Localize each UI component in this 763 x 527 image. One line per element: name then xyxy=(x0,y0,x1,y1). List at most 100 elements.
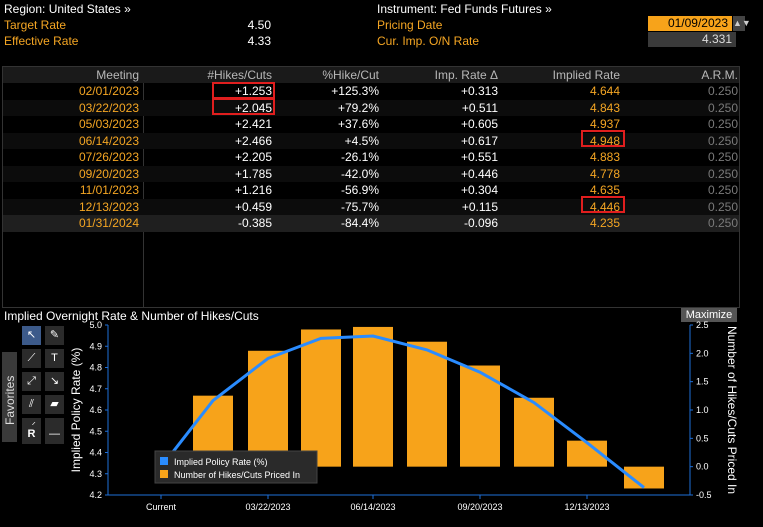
region-selector[interactable]: Region: United States » xyxy=(4,2,131,16)
table-row[interactable]: 09/20/2023 +1.785 -42.0% +0.446 4.778 0.250 xyxy=(3,165,739,182)
bar xyxy=(301,329,341,467)
pct-cell: -56.9% xyxy=(340,183,379,197)
bar xyxy=(407,341,447,467)
arm-cell: 0.250 xyxy=(707,166,738,181)
table-row[interactable]: 05/03/2023 +2.421 +37.6% +0.605 4.937 0.250 xyxy=(3,116,739,133)
pct-cell: +37.6% xyxy=(337,117,379,131)
y-tick-label: 5.0 xyxy=(89,320,102,330)
instrument-selector[interactable]: Instrument: Fed Funds Futures » xyxy=(377,2,552,16)
x-tick-label: 03/22/2023 xyxy=(245,502,290,512)
pointer-icon[interactable]: ↖ xyxy=(22,326,41,345)
arrow-icon[interactable]: ↘ xyxy=(45,372,64,391)
hikes-cell: +2.466 xyxy=(234,133,272,148)
pct-cell: -75.7% xyxy=(340,199,379,214)
table-row[interactable]: 01/31/2024 -0.385 -84.4% -0.096 4.235 0.250 xyxy=(3,215,739,232)
y-tick-label: 4.4 xyxy=(89,448,102,458)
meeting-cell: 03/22/2023 xyxy=(78,100,139,115)
meeting-cell: 05/03/2023 xyxy=(78,117,139,131)
bar xyxy=(353,326,393,467)
arm-cell: 0.250 xyxy=(707,150,738,164)
implied-cell: 4.644 xyxy=(589,84,620,98)
hikes-cell: +1.216 xyxy=(234,183,272,197)
date-spinner-icon[interactable]: ▲▼ xyxy=(733,16,751,31)
meeting-table: Meeting #Hikes/Cuts %Hike/Cut Imp. Rate … xyxy=(2,66,740,308)
trend-line-icon[interactable]: ⤢ xyxy=(22,372,41,391)
arm-cell: 0.250 xyxy=(707,100,738,115)
cur-imp-label: Cur. Imp. O/N Rate xyxy=(377,34,480,48)
table-header: Meeting #Hikes/Cuts %Hike/Cut Imp. Rate … xyxy=(3,67,739,83)
col-meeting[interactable]: Meeting xyxy=(96,68,139,82)
favorites-tab[interactable]: Favorites xyxy=(2,352,17,442)
delta-cell: +0.617 xyxy=(460,133,498,148)
y-tick-label: 4.3 xyxy=(89,469,102,479)
y-tick-label: 4.7 xyxy=(89,384,102,394)
arm-cell: 0.250 xyxy=(707,84,738,98)
highlight-box xyxy=(212,82,275,99)
meeting-cell: 06/14/2023 xyxy=(78,133,139,148)
y-tick-label: 4.5 xyxy=(89,426,102,436)
meeting-cell: 01/31/2024 xyxy=(78,216,139,230)
x-tick-label: 06/14/2023 xyxy=(350,502,395,512)
col-hikes[interactable]: #Hikes/Cuts xyxy=(207,68,272,82)
y2-tick-label: 1.5 xyxy=(696,377,709,387)
pct-cell: +4.5% xyxy=(344,133,379,148)
delta-cell: +0.446 xyxy=(460,166,498,181)
hikes-cell: +1.253 xyxy=(234,84,272,98)
bar xyxy=(460,365,500,467)
chart-title: Implied Overnight Rate & Number of Hikes… xyxy=(4,309,259,323)
implied-rate-line xyxy=(159,334,645,489)
delta-cell: -0.096 xyxy=(463,216,498,230)
table-row[interactable]: 03/22/2023 +2.045 +79.2% +0.511 4.843 0.250 xyxy=(3,99,739,116)
pct-cell: -84.4% xyxy=(340,216,379,230)
col-implied[interactable]: Implied Rate xyxy=(552,68,620,82)
implied-cell: 4.778 xyxy=(589,166,620,181)
meeting-cell: 02/01/2023 xyxy=(78,84,139,98)
col-pct[interactable]: %Hike/Cut xyxy=(322,68,379,82)
implied-cell: 4.235 xyxy=(589,216,620,230)
y2-tick-label: 2.5 xyxy=(696,320,709,330)
text-icon[interactable]: T xyxy=(45,349,64,368)
col-delta[interactable]: Imp. Rate Δ xyxy=(434,68,498,82)
delta-cell: +0.511 xyxy=(461,100,498,115)
implied-cell: 4.948 xyxy=(589,133,620,148)
table-row[interactable]: 06/14/2023 +2.466 +4.5% +0.617 4.948 0.250 xyxy=(3,132,739,149)
table-row[interactable]: 11/01/2023 +1.216 -56.9% +0.304 4.635 0.250 xyxy=(3,182,739,199)
maximize-button[interactable]: Maximize xyxy=(681,308,737,322)
drawing-toolbar: ↖ ✎ ⟋ T ⤢ ↘ ⫽ ▰ ⟋ ▭ R — xyxy=(0,323,70,448)
horizontal-line-icon[interactable]: — xyxy=(45,425,64,444)
y2-tick-label: 0.0 xyxy=(696,462,709,472)
table-row[interactable]: 12/13/2023 +0.459 -75.7% +0.115 4.446 0.250 xyxy=(3,198,739,215)
effective-rate-label: Effective Rate xyxy=(4,34,79,48)
col-arm[interactable]: A.R.M. xyxy=(701,68,738,82)
y-tick-label: 4.6 xyxy=(89,405,102,415)
y-tick-label: 4.8 xyxy=(89,363,102,373)
pricing-date-label: Pricing Date xyxy=(377,18,443,32)
meeting-cell: 07/26/2023 xyxy=(78,150,139,164)
y-tick-label: 4.2 xyxy=(89,490,102,500)
r-label-button[interactable]: R xyxy=(22,425,41,444)
implied-cell: 4.446 xyxy=(589,199,620,214)
line-icon[interactable]: ⟋ xyxy=(22,349,41,368)
bar xyxy=(514,397,554,467)
y2-axis-label: Number of Hikes/Cuts Priced In xyxy=(725,326,739,494)
cur-imp-value: 4.331 xyxy=(648,32,736,47)
table-row[interactable]: 07/26/2023 +2.205 -26.1% +0.551 4.883 0.250 xyxy=(3,149,739,166)
legend-label: Number of Hikes/Cuts Priced In xyxy=(174,470,300,480)
hikes-cell: +2.045 xyxy=(234,100,272,115)
effective-rate-value: 4.33 xyxy=(247,34,271,48)
channel-icon[interactable]: ⫽ xyxy=(22,395,41,414)
ray-icon[interactable]: ▰ xyxy=(45,395,64,414)
implied-cell: 4.843 xyxy=(589,100,620,115)
y2-tick-label: 2.0 xyxy=(696,348,709,358)
arm-cell: 0.250 xyxy=(707,117,738,131)
implied-cell: 4.937 xyxy=(589,117,620,131)
pct-cell: +125.3% xyxy=(331,84,379,98)
pct-cell: -26.1% xyxy=(340,150,379,164)
legend-swatch-bar xyxy=(160,470,168,478)
pen-icon[interactable]: ✎ xyxy=(45,326,64,345)
table-row[interactable]: 02/01/2023 +1.253 +125.3% +0.313 4.644 0.250 xyxy=(3,83,739,100)
x-tick-label: 09/20/2023 xyxy=(457,502,502,512)
hikes-cell: +2.421 xyxy=(234,117,272,131)
pricing-date-input[interactable]: 01/09/2023 xyxy=(648,16,732,31)
legend-box xyxy=(154,450,318,484)
